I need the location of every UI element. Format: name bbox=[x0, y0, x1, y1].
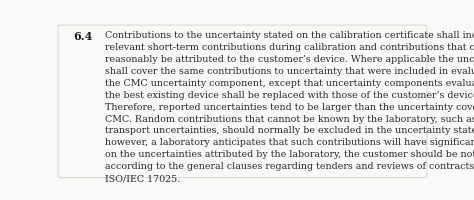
Text: 6.4: 6.4 bbox=[73, 31, 92, 42]
FancyBboxPatch shape bbox=[58, 25, 427, 178]
Text: Contributions to the uncertainty stated on the calibration certificate shall inc: Contributions to the uncertainty stated … bbox=[105, 31, 474, 183]
